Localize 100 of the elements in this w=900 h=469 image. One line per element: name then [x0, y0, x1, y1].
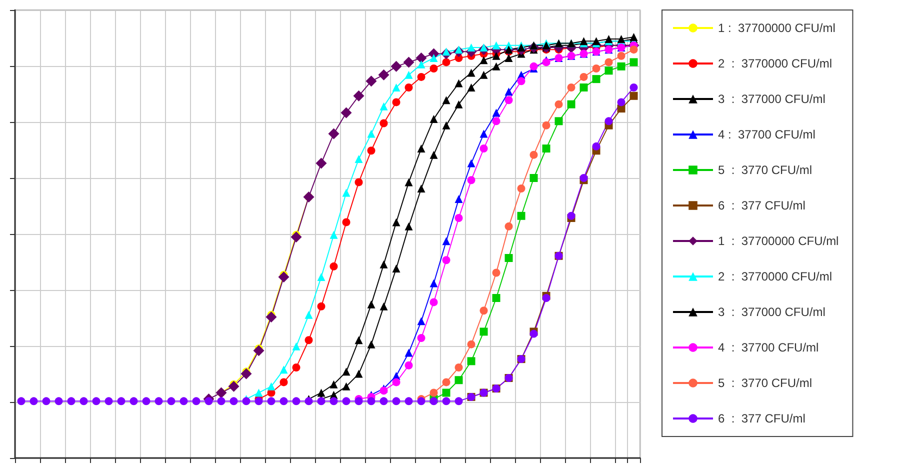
- point: [592, 75, 600, 84]
- point: [417, 317, 426, 326]
- point: [317, 388, 326, 397]
- legend-label: 5 : 3770 CFU/ml: [718, 376, 812, 390]
- point: [117, 397, 126, 406]
- point: [328, 128, 340, 140]
- point: [142, 397, 150, 406]
- legend-label: 2 : 3770000 CFU/ml: [718, 270, 832, 284]
- point: [392, 264, 400, 273]
- point: [354, 178, 363, 186]
- point: [317, 272, 326, 281]
- point: [480, 306, 488, 315]
- point: [442, 397, 450, 406]
- point: [517, 212, 526, 220]
- point: [380, 397, 388, 406]
- point: [617, 98, 626, 106]
- point: [454, 195, 463, 204]
- point: [304, 310, 313, 319]
- point: [442, 58, 450, 66]
- point: [554, 117, 563, 126]
- legend-label: 4 : 37700 CFU/ml: [718, 340, 819, 354]
- point: [404, 348, 413, 357]
- point: [354, 336, 363, 344]
- point: [253, 345, 264, 356]
- point: [342, 397, 350, 406]
- point: [530, 174, 538, 182]
- point: [330, 397, 338, 406]
- point: [567, 100, 576, 108]
- point: [404, 397, 413, 406]
- point: [367, 340, 376, 348]
- point: [580, 174, 588, 182]
- point: [280, 378, 288, 386]
- point: [392, 98, 400, 106]
- point: [292, 363, 300, 372]
- point: [92, 397, 100, 406]
- point: [367, 300, 376, 308]
- point: [392, 397, 400, 406]
- point: [404, 178, 413, 186]
- point: [167, 397, 176, 406]
- point: [290, 231, 302, 242]
- point: [367, 397, 376, 406]
- point: [530, 62, 538, 70]
- point: [267, 382, 276, 390]
- point: [454, 79, 463, 88]
- point: [404, 83, 413, 92]
- point: [467, 159, 476, 168]
- point: [604, 66, 613, 75]
- point: [417, 60, 426, 68]
- point: [442, 96, 450, 104]
- point: [404, 222, 413, 230]
- point: [430, 279, 438, 288]
- point: [240, 368, 252, 380]
- point: [380, 302, 388, 310]
- point: [378, 69, 390, 80]
- point: [430, 388, 438, 397]
- point: [504, 88, 513, 96]
- point: [367, 146, 376, 155]
- point: [630, 83, 638, 92]
- point: [366, 76, 377, 87]
- point: [416, 52, 427, 64]
- point: [442, 256, 450, 264]
- point: [480, 328, 488, 336]
- legend-label: 5 : 3770 CFU/ml: [718, 163, 812, 177]
- point: [430, 150, 438, 159]
- point: [317, 302, 326, 310]
- point: [67, 397, 76, 406]
- point: [392, 218, 400, 226]
- legend-label: 2 : 3770000 CFU/ml: [718, 56, 832, 70]
- point: [430, 64, 438, 73]
- legend-label: 6 : 377 CFU/ml: [718, 412, 806, 426]
- point: [480, 70, 488, 79]
- point: [504, 222, 513, 230]
- point: [630, 58, 638, 66]
- point: [390, 60, 402, 72]
- legend-label: 3 : 377000 CFU/ml: [718, 305, 826, 319]
- point: [354, 155, 363, 164]
- point: [392, 378, 400, 386]
- point: [230, 397, 238, 406]
- point: [542, 294, 550, 302]
- point: [504, 96, 513, 104]
- point: [480, 43, 488, 52]
- legend-label: 6 : 377 CFU/ml: [718, 198, 806, 212]
- point: [442, 388, 450, 397]
- point: [430, 54, 438, 62]
- point: [430, 298, 438, 306]
- point: [492, 108, 500, 117]
- point: [467, 340, 476, 348]
- point: [617, 62, 626, 70]
- point: [330, 380, 338, 388]
- point: [467, 176, 476, 184]
- point: [442, 48, 450, 56]
- point: [292, 397, 300, 406]
- point: [492, 294, 500, 302]
- point: [492, 268, 500, 277]
- point: [180, 397, 188, 406]
- point: [30, 397, 38, 406]
- legend-label: 3 : 377000 CFU/ml: [718, 92, 826, 106]
- point: [417, 144, 426, 153]
- point: [517, 77, 526, 86]
- point: [542, 144, 550, 153]
